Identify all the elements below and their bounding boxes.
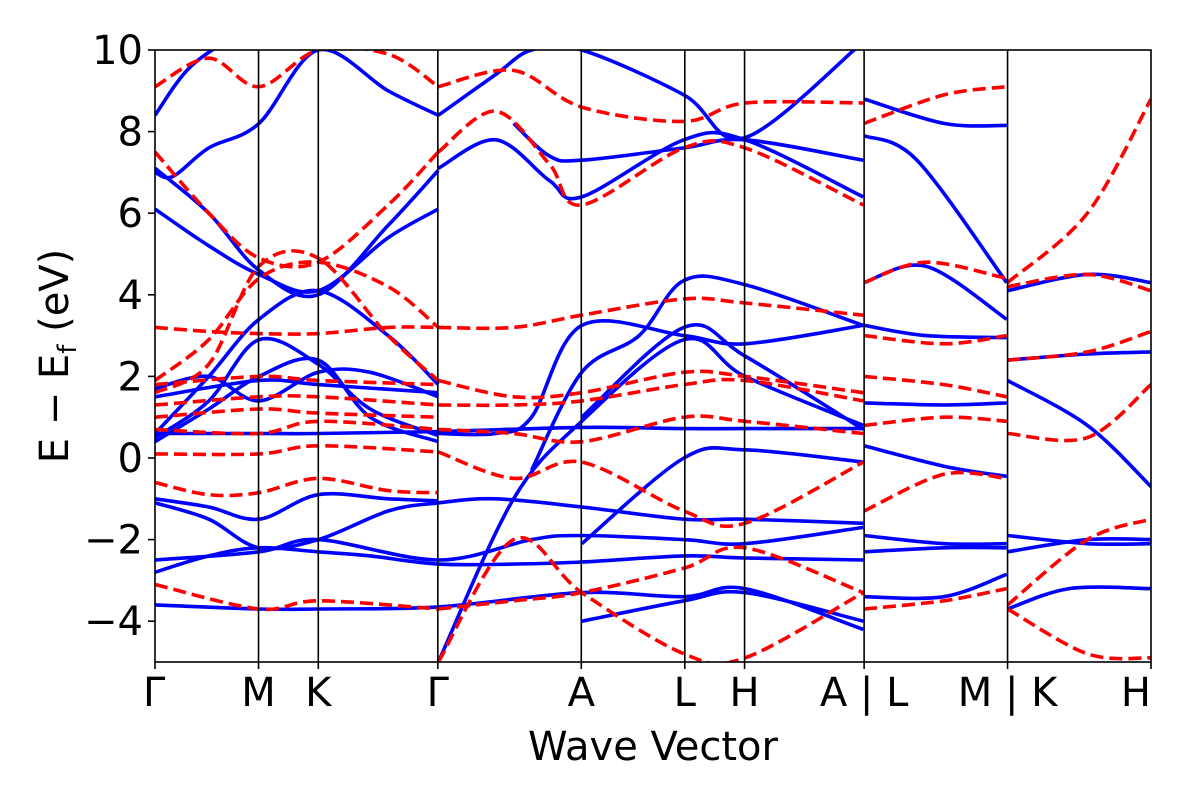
series-1-band-27	[863, 586, 1008, 611]
series-1-band-32	[1006, 517, 1151, 607]
y-tick-label: 8	[118, 110, 143, 156]
series-0-band-26	[863, 134, 1009, 284]
series-1-band-14	[438, 296, 864, 331]
series-1-band-0	[155, 582, 439, 612]
y-axis-label-unit: (eV)	[32, 249, 78, 345]
x-tick-label: H	[1121, 670, 1151, 716]
series-1-band-8	[155, 260, 440, 382]
x-tick-label: K	[305, 670, 333, 716]
y-tick-label: −2	[84, 518, 143, 564]
series-0-band-22	[580, 446, 864, 546]
series-1-band-11	[155, 50, 440, 89]
series-0-band-4	[155, 491, 439, 522]
series-0-band-35	[1007, 533, 1151, 547]
x-tick-label: A | L	[820, 670, 909, 716]
series-0-band-31	[864, 545, 1007, 554]
series-0-band-32	[864, 572, 1008, 601]
x-tick-label: M | K	[958, 670, 1059, 716]
x-tick-label: Γ	[427, 670, 450, 716]
series-1-band-12	[437, 109, 865, 207]
series-1-band-9	[155, 249, 440, 395]
series-0-band-19	[529, 274, 864, 472]
series-1-band-15	[437, 369, 864, 400]
series-1-band-30	[1007, 329, 1151, 362]
series-0-band-13	[155, 50, 440, 180]
y-axis-label: E − Ef (eV)	[32, 249, 83, 464]
bands-layer	[155, 50, 1151, 662]
y-axis-label-sub: f	[53, 344, 83, 354]
series-1-band-13	[437, 68, 864, 124]
y-tick-label: 10	[92, 28, 143, 74]
series-0-band-30	[863, 533, 1007, 547]
series-0-band-20	[436, 336, 864, 662]
x-axis-label: Wave Vector	[528, 724, 779, 770]
series-1-band-4	[155, 407, 439, 419]
series-0-band-14	[155, 50, 216, 117]
y-tick-label: −4	[84, 599, 143, 645]
series-1-band-6	[155, 374, 439, 387]
series-0-band-17	[512, 122, 864, 163]
series-0-band-37	[1006, 378, 1151, 488]
series-0-band-28	[864, 401, 1007, 407]
x-tick-label: L	[674, 670, 697, 716]
series-1-band-7	[155, 325, 439, 336]
y-tick-label: 0	[118, 436, 143, 482]
series-0-band-27	[863, 323, 1007, 340]
series-1-band-18	[437, 450, 865, 528]
series-0-band-38	[1007, 585, 1151, 611]
x-tick-label: A	[568, 670, 596, 716]
series-1-band-16	[438, 377, 864, 408]
series-0-band-34	[1007, 350, 1151, 362]
series-1-band-1	[155, 476, 439, 498]
y-axis-label-main: E − E	[32, 354, 78, 464]
series-0-band-24	[863, 263, 1008, 321]
series-0	[155, 50, 1151, 662]
plot-frame	[154, 49, 1152, 663]
series-0-band-25	[863, 97, 1007, 128]
y-tick-label: 2	[118, 354, 143, 400]
y-tick-label: 6	[118, 191, 143, 237]
series-1-band-2	[155, 443, 439, 457]
y-tick-label: 4	[118, 273, 143, 319]
series-0-band-6	[155, 356, 439, 444]
series-1-band-17	[438, 414, 864, 444]
series-0-band-15	[437, 50, 857, 141]
series-0-band-11	[155, 207, 440, 294]
y-axis-ticks: −4 −2 0 2 4 6 8 10	[84, 28, 155, 645]
series-1-band-19	[438, 545, 864, 611]
series-1-band-24	[863, 374, 1008, 399]
series-0-band-21	[580, 323, 865, 431]
series-1-band-22	[863, 84, 1007, 126]
series-0-band-29	[863, 444, 1007, 479]
series-1-band-10	[155, 150, 440, 269]
series-1-band-25	[863, 415, 1007, 428]
series-0-band-16	[437, 130, 865, 201]
series-1-band-21	[863, 260, 1008, 285]
series-1-band-20	[436, 536, 865, 662]
series-1-band-29	[1007, 272, 1151, 293]
series-1	[155, 50, 1151, 662]
series-0-band-23	[581, 589, 864, 623]
series-1-band-31	[1007, 383, 1151, 443]
series-1-band-23	[863, 333, 1007, 346]
x-tick-label: Γ	[143, 670, 166, 716]
series-1-band-26	[863, 470, 1007, 513]
series-1-band-5	[155, 393, 439, 407]
series-1-band-33	[1006, 607, 1151, 661]
series-0-band-7	[155, 336, 439, 440]
x-tick-label: H	[730, 670, 760, 716]
series-1-band-28	[1006, 98, 1151, 284]
series-0-band-3	[155, 496, 864, 551]
series-1-band-3	[155, 419, 439, 436]
k-point-lines	[257, 50, 1009, 662]
x-tick-label: M	[241, 670, 276, 716]
